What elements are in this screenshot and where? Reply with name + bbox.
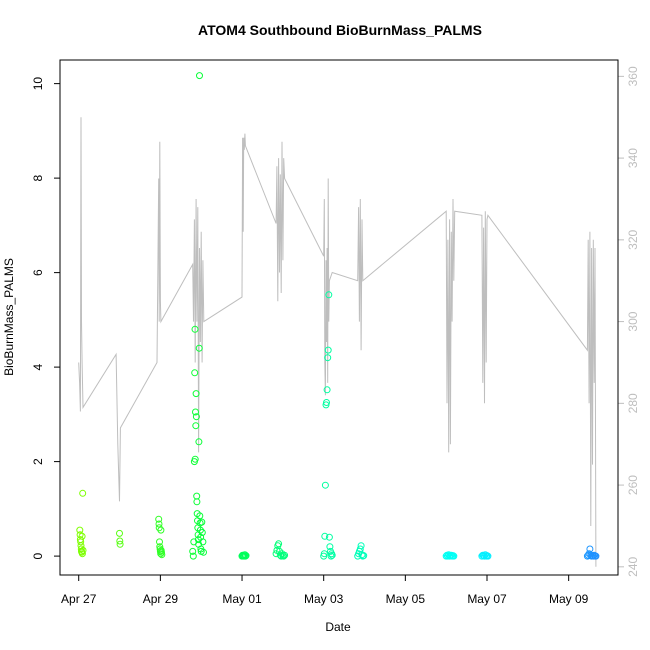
line-series-layer bbox=[78, 117, 597, 567]
y2-tick-label: 360 bbox=[626, 66, 640, 86]
data-point bbox=[156, 547, 164, 555]
data-point bbox=[155, 515, 163, 523]
x-axis-label: Date bbox=[325, 620, 351, 634]
data-point bbox=[281, 551, 289, 559]
data-point bbox=[198, 518, 206, 526]
data-point bbox=[192, 390, 200, 398]
x-tick-label: May 07 bbox=[467, 592, 507, 606]
data-point bbox=[158, 548, 165, 556]
y2-tick-label: 300 bbox=[626, 311, 640, 331]
data-point bbox=[192, 408, 199, 416]
y-tick-label: 0 bbox=[31, 552, 45, 559]
data-point bbox=[76, 526, 84, 534]
data-point bbox=[189, 552, 197, 560]
data-point bbox=[321, 481, 329, 489]
x-tick-label: May 09 bbox=[549, 592, 589, 606]
x-tick-label: Apr 27 bbox=[61, 592, 97, 606]
x-tick-label: May 03 bbox=[304, 592, 344, 606]
secondary-line-series bbox=[78, 117, 597, 567]
data-point bbox=[191, 369, 199, 377]
data-point bbox=[199, 538, 207, 546]
y2-tick-label: 280 bbox=[626, 393, 640, 413]
data-point bbox=[325, 533, 333, 541]
data-point bbox=[326, 543, 334, 551]
data-point bbox=[275, 540, 283, 548]
data-point bbox=[592, 552, 600, 560]
data-point bbox=[192, 413, 200, 421]
y2-tick-label: 320 bbox=[626, 230, 640, 250]
data-point bbox=[191, 325, 199, 333]
data-point bbox=[195, 438, 203, 446]
y-tick-label: 2 bbox=[31, 458, 45, 465]
data-point bbox=[242, 552, 250, 560]
y-axis-label: BioBurnMass_PALMS bbox=[2, 258, 16, 376]
data-point bbox=[193, 498, 201, 506]
data-point bbox=[116, 529, 123, 537]
data-point bbox=[450, 552, 458, 560]
data-point bbox=[116, 537, 124, 545]
data-point bbox=[189, 547, 197, 555]
data-point bbox=[157, 550, 165, 558]
y-tick-label: 4 bbox=[31, 363, 45, 370]
y2-tick-label: 260 bbox=[626, 475, 640, 495]
data-point bbox=[155, 520, 163, 528]
point-series-layer bbox=[76, 72, 600, 560]
data-point bbox=[193, 492, 201, 500]
y-tick-label: 8 bbox=[31, 174, 45, 181]
plot-frame bbox=[59, 59, 619, 576]
y-tick-label: 6 bbox=[31, 269, 45, 276]
data-point bbox=[360, 552, 368, 560]
data-point bbox=[323, 386, 331, 394]
data-point bbox=[158, 551, 166, 559]
data-point bbox=[325, 291, 333, 299]
data-point bbox=[195, 344, 203, 352]
data-point bbox=[328, 551, 336, 559]
axes: Apr 27 Apr 29 May 01 May 03 May 05 May 07 May … bbox=[31, 66, 640, 606]
data-point bbox=[323, 399, 330, 406]
y-tick-label: 10 bbox=[31, 77, 45, 91]
data-point bbox=[484, 552, 492, 560]
chart-title: ATOM4 Southbound BioBurnMass_PALMS bbox=[198, 22, 482, 38]
data-point bbox=[324, 346, 332, 354]
data-point bbox=[276, 551, 284, 559]
x-tick-label: Apr 29 bbox=[143, 592, 179, 606]
data-point bbox=[79, 489, 87, 497]
data-point bbox=[196, 72, 203, 80]
data-point bbox=[321, 532, 329, 540]
data-point bbox=[76, 531, 84, 539]
data-point bbox=[116, 540, 124, 548]
x-tick-label: May 01 bbox=[222, 592, 262, 606]
data-point bbox=[78, 550, 86, 558]
data-point bbox=[156, 538, 163, 546]
x-tick-label: May 05 bbox=[386, 592, 426, 606]
data-point bbox=[157, 526, 165, 534]
y2-tick-label: 340 bbox=[626, 148, 640, 168]
data-point bbox=[191, 455, 199, 463]
y2-tick-label: 240 bbox=[626, 556, 640, 576]
data-point bbox=[78, 532, 86, 540]
data-point bbox=[198, 529, 206, 536]
data-point bbox=[79, 546, 87, 554]
data-point bbox=[320, 550, 328, 558]
data-point bbox=[324, 354, 332, 362]
data-point bbox=[77, 545, 85, 553]
data-point bbox=[192, 422, 200, 430]
data-point bbox=[200, 548, 207, 556]
data-point bbox=[196, 512, 204, 520]
data-point bbox=[280, 552, 288, 560]
data-point bbox=[357, 542, 365, 550]
